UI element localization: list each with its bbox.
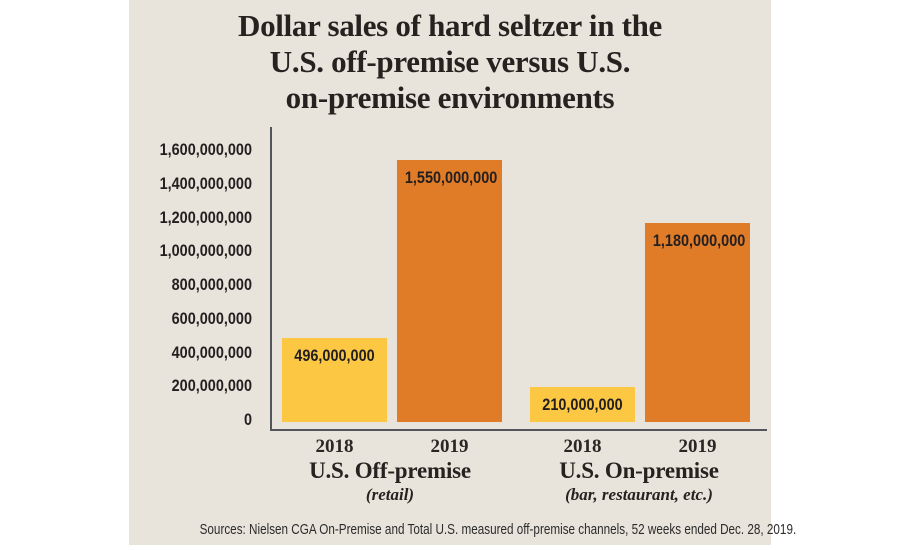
chart-panel: Dollar sales of hard seltzer in the U.S.… xyxy=(129,0,797,545)
bar-u-s-off-premise-2019: 1,550,000,000 xyxy=(397,160,502,422)
group-label-u-s-on-premise: U.S. On-premise xyxy=(559,458,719,483)
x-tick-label-2019: 2019 xyxy=(430,436,469,457)
x-tick-label-2019: 2019 xyxy=(678,436,717,457)
bar-u-s-on-premise-2018: 210,000,000 xyxy=(530,387,635,422)
bar-value-label: 210,000,000 xyxy=(542,395,623,414)
y-axis-tick-label: 1,200,000,000 xyxy=(159,207,252,227)
group-sublabel: (bar, restaurant, etc.) xyxy=(565,485,713,504)
bar-value-label: 1,180,000,000 xyxy=(652,231,746,250)
chart-title: Dollar sales of hard seltzer in the U.S.… xyxy=(129,8,771,116)
plot-area: 496,000,000 1,550,000,000 210,000,000 1,180… xyxy=(270,127,767,431)
bar-u-s-off-premise-2018: 496,000,000 xyxy=(282,338,387,422)
group-sublabel: (retail) xyxy=(365,485,415,504)
y-axis-tick-label: 1,000,000,000 xyxy=(159,241,252,261)
y-axis-tick-label: 800,000,000 xyxy=(171,275,252,294)
chart-title-line-3: on-premise environments xyxy=(285,80,615,115)
y-axis-tick-label: 200,000,000 xyxy=(171,376,252,396)
chart-title-line-1: Dollar sales of hard seltzer in the xyxy=(237,8,663,43)
bar-value-label: 496,000,000 xyxy=(294,346,375,365)
bar-value-label: 1,550,000,000 xyxy=(404,168,498,187)
y-axis-tick-label: 1,400,000,000 xyxy=(159,173,252,193)
y-axis-tick-label: 0 xyxy=(243,410,252,429)
x-tick-label-2018: 2018 xyxy=(563,436,602,457)
y-axis-tick-label: 400,000,000 xyxy=(171,342,252,362)
x-tick-label-2018: 2018 xyxy=(315,436,354,457)
group-label-u-s-off-premise: U.S. Off-premise xyxy=(309,458,471,483)
y-axis-tick-label: 600,000,000 xyxy=(171,308,252,328)
source-note: Sources: Nielsen CGA On-Premise and Tota… xyxy=(199,521,797,538)
y-axis-tick-label: 1,600,000,000 xyxy=(159,140,252,159)
bar-u-s-on-premise-2019: 1,180,000,000 xyxy=(645,223,750,422)
chart-title-line-2: U.S. off-premise versus U.S. xyxy=(269,44,631,79)
